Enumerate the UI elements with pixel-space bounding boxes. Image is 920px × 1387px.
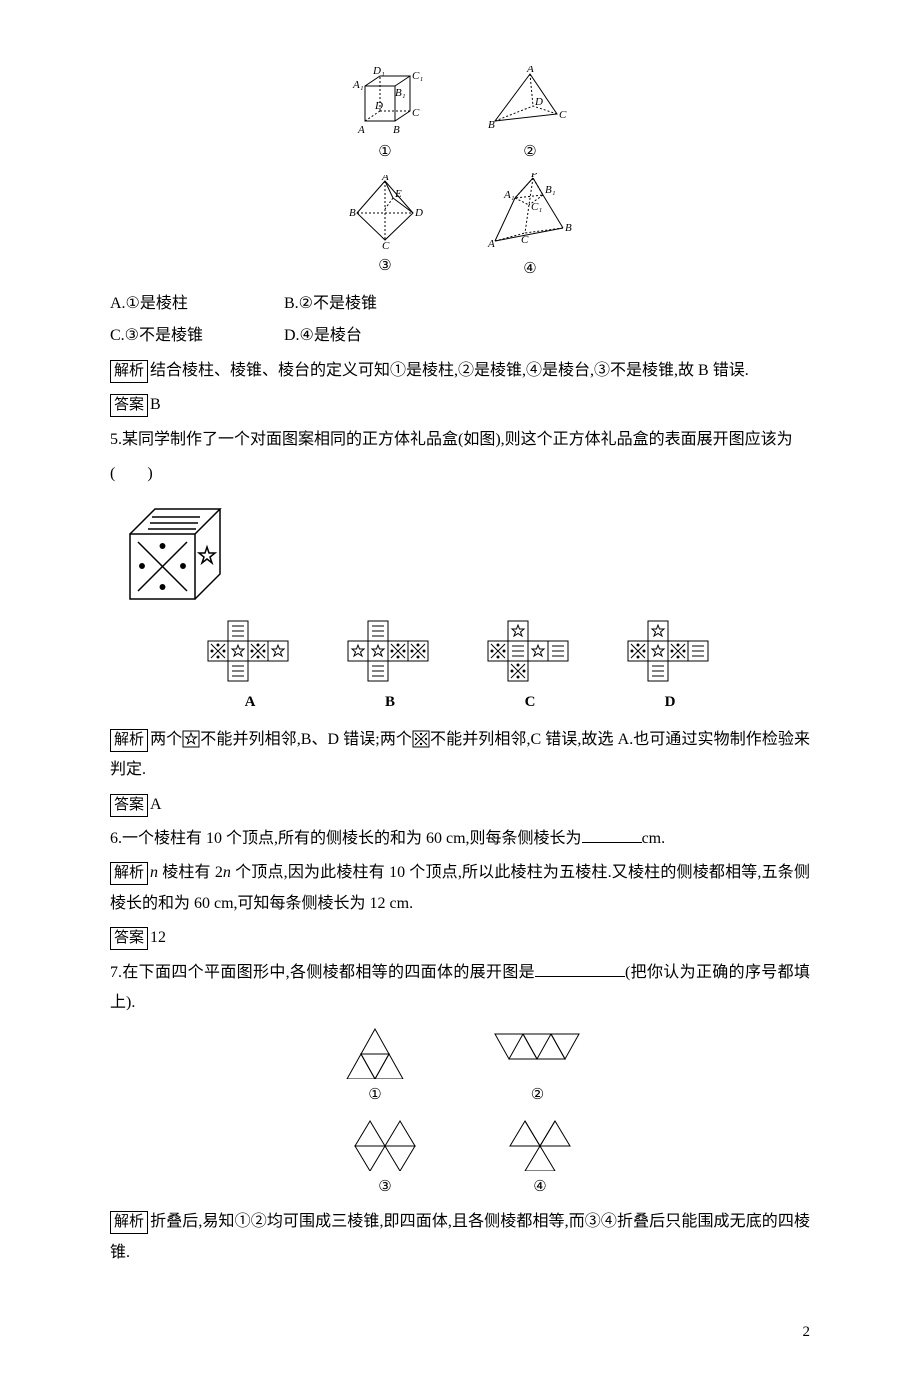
svg-text:C: C xyxy=(521,234,529,246)
q5-opt-c-label: C xyxy=(525,688,536,717)
q6-n1: n xyxy=(150,864,158,881)
q5-analysis-b: 不能并列相邻,B、D 错误;两个 xyxy=(200,731,412,748)
svg-text:D: D xyxy=(534,96,543,108)
q6-answer: 答案12 xyxy=(110,923,810,953)
svg-text:A₁: A₁ xyxy=(503,189,515,201)
blank xyxy=(535,960,625,977)
q4-answer: 答案B xyxy=(110,390,810,420)
q4-analysis: 解析结合棱柱、棱锥、棱台的定义可知①是棱柱,②是棱锥,④是棱台,③不是棱锥,故 … xyxy=(110,356,810,386)
q7-analysis: 解析折叠后,易知①②均可围成三棱锥,即四面体,且各侧棱都相等,而③④折叠后只能围… xyxy=(110,1207,810,1268)
svg-text:D₁: D₁ xyxy=(372,66,385,77)
q6-answer-text: 12 xyxy=(150,929,166,946)
q6-t1: 棱柱有 2 xyxy=(158,864,223,881)
q5-analysis: 解析两个不能并列相邻,B、D 错误;两个不能并列相邻,C 错误,故选 A.也可通… xyxy=(110,725,810,786)
q5-opt-d: D xyxy=(623,619,718,717)
q7-fig1-label: ① xyxy=(368,1081,381,1110)
opt-a: A.①是棱柱 xyxy=(110,289,280,319)
q4-analysis-text: 结合棱柱、棱锥、棱台的定义可知①是棱柱,②是棱锥,④是棱台,③不是棱锥,故 B … xyxy=(150,362,749,379)
tag-analysis: 解析 xyxy=(110,729,148,752)
svg-text:B: B xyxy=(393,124,400,136)
blank xyxy=(582,826,642,843)
q7-stem: 7.在下面四个平面图形中,各侧棱都相等的四面体的展开图是(把你认为正确的序号都填… xyxy=(110,958,810,1019)
q7-figures-row1: ① ② xyxy=(110,1024,810,1110)
tag-analysis: 解析 xyxy=(110,1211,148,1234)
q4-options-ab: A.①是棱柱 B.②不是棱锥 xyxy=(110,289,810,319)
q6-n2: n xyxy=(223,864,231,881)
svg-text:B: B xyxy=(349,207,356,219)
fig4-label: ④ xyxy=(523,255,536,284)
svg-text:C₁: C₁ xyxy=(531,201,542,213)
q5-answer: 答案A xyxy=(110,790,810,820)
svg-text:D: D xyxy=(374,100,383,112)
fig2-label: ② xyxy=(523,138,536,167)
q4-figures-row2: A B C D E ③ xyxy=(110,173,810,284)
q7-fig1: ① xyxy=(328,1024,423,1110)
q5-opt-b-label: B xyxy=(385,688,395,717)
svg-text:B₁: B₁ xyxy=(395,87,406,99)
q5-opt-a: A xyxy=(203,619,298,717)
star-icon xyxy=(182,731,200,748)
svg-text:C: C xyxy=(412,107,420,119)
q5-opt-c: C xyxy=(483,619,578,717)
opt-b: B.②不是棱锥 xyxy=(284,289,454,319)
figure-1: A B C D A₁ B₁ C₁ D₁ ① xyxy=(345,66,425,167)
xdot-icon xyxy=(412,731,430,748)
figure-2: A B C D ② xyxy=(485,66,575,167)
q5-analysis-a: 两个 xyxy=(150,731,182,748)
q4-figures-row1: A B C D A₁ B₁ C₁ D₁ ① xyxy=(110,66,810,167)
tag-analysis: 解析 xyxy=(110,360,148,383)
q5-stem-a: 5.某同学制作了一个对面图案相同的正方体礼品盒(如图),则这个正方体礼品盒的表面… xyxy=(110,431,793,448)
opt-c: C.③不是棱锥 xyxy=(110,321,280,351)
q7-analysis-text: 折叠后,易知①②均可围成三棱锥,即四面体,且各侧棱都相等,而③④折叠后只能围成无… xyxy=(110,1213,810,1260)
svg-text:A: A xyxy=(526,66,534,75)
svg-text:C₁: C₁ xyxy=(412,70,423,82)
q7-figures-row2: ③ ④ xyxy=(110,1116,810,1202)
tag-answer: 答案 xyxy=(110,794,148,817)
fig3-label: ③ xyxy=(378,252,391,281)
q7-fig3: ③ xyxy=(335,1116,435,1202)
svg-text:A: A xyxy=(381,175,389,183)
q5-opt-b: B xyxy=(343,619,438,717)
svg-text:A: A xyxy=(487,238,495,250)
tag-answer: 答案 xyxy=(110,394,148,417)
q5-options-figures: A B xyxy=(110,619,810,717)
q5-answer-text: A xyxy=(150,796,162,813)
svg-text:B: B xyxy=(488,119,495,131)
svg-text:C: C xyxy=(382,240,390,250)
q5-opt-d-label: D xyxy=(665,688,676,717)
q5-cube-figure xyxy=(110,499,810,609)
figure-3: A B C D E ③ xyxy=(345,175,425,281)
q7-fig2: ② xyxy=(483,1024,593,1110)
svg-text:B₁: B₁ xyxy=(545,184,556,196)
q7-fig4-label: ④ xyxy=(533,1173,546,1202)
svg-text:B: B xyxy=(565,222,572,234)
svg-text:D: D xyxy=(414,207,423,219)
opt-d: D.④是棱台 xyxy=(284,321,454,351)
figure-4: P A₁ B₁ C₁ A B C ④ xyxy=(485,173,575,284)
q7-fig2-label: ② xyxy=(531,1081,544,1110)
q6-stem: 6.一个棱柱有 10 个顶点,所有的侧棱长的和为 60 cm,则每条侧棱长为 cm… xyxy=(110,824,810,854)
svg-text:E: E xyxy=(394,188,402,200)
fig1-label: ① xyxy=(378,138,391,167)
q6-analysis: 解析n 棱柱有 2n 个顶点,因为此棱柱有 10 个顶点,所以此棱柱为五棱柱.又… xyxy=(110,858,810,919)
q7-fig3-label: ③ xyxy=(378,1173,391,1202)
svg-text:P: P xyxy=(530,173,538,180)
svg-text:C: C xyxy=(559,109,567,121)
q4-answer-text: B xyxy=(150,396,161,413)
page-number: 2 xyxy=(110,1318,810,1347)
svg-text:A: A xyxy=(357,124,365,136)
q7-stem-a: 7.在下面四个平面图形中,各侧棱都相等的四面体的展开图是 xyxy=(110,964,535,981)
q5-stem-paren: ( ) xyxy=(110,459,810,489)
tag-analysis: 解析 xyxy=(110,862,148,885)
tag-answer: 答案 xyxy=(110,927,148,950)
q6-stem-b: cm. xyxy=(642,830,666,847)
q5-opt-a-label: A xyxy=(245,688,256,717)
q5-stem: 5.某同学制作了一个对面图案相同的正方体礼品盒(如图),则这个正方体礼品盒的表面… xyxy=(110,425,810,455)
svg-text:A₁: A₁ xyxy=(352,79,364,91)
q6-stem-a: 6.一个棱柱有 10 个顶点,所有的侧棱长的和为 60 cm,则每条侧棱长为 xyxy=(110,830,582,847)
q7-fig4: ④ xyxy=(495,1116,585,1202)
q4-options-cd: C.③不是棱锥 D.④是棱台 xyxy=(110,321,810,351)
q5-stem-b: ( ) xyxy=(110,465,153,482)
